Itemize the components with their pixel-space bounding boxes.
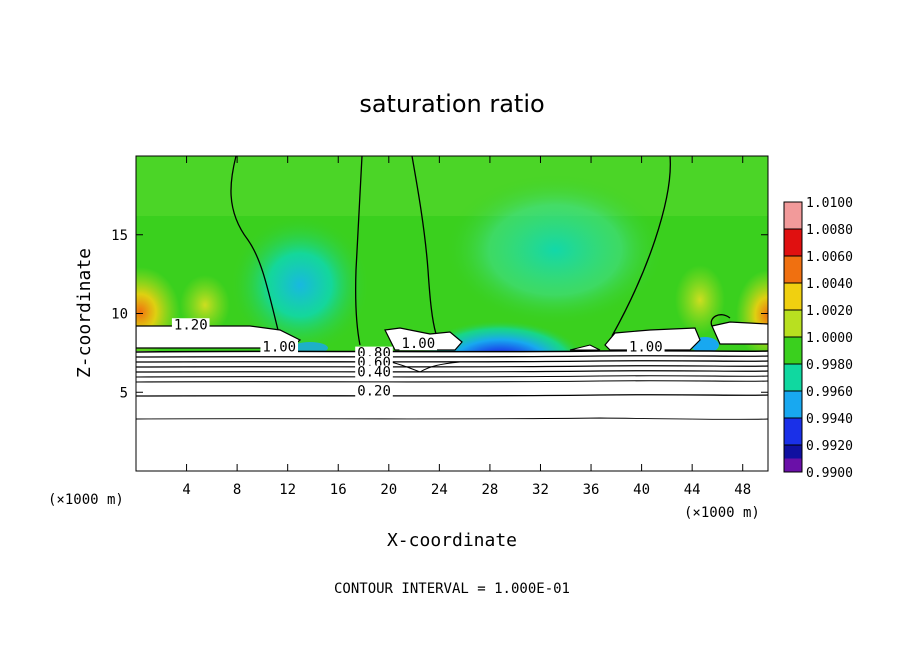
contour-line-h2 <box>136 355 768 358</box>
contour-label: 1.00 <box>629 339 663 355</box>
contour-line-1-d <box>611 156 671 337</box>
contour-label: 0.40 <box>357 365 391 381</box>
contour-line-h8 <box>136 394 768 397</box>
chart-title: saturation ratio <box>359 90 544 118</box>
x-unit-note-right: (×1000 m) <box>684 505 760 521</box>
contour-label: 1.20 <box>174 317 208 333</box>
contour-label: 1.00 <box>262 339 296 355</box>
contour-label-backdrop <box>355 384 393 398</box>
x-tick-label: 20 <box>380 482 397 498</box>
colorbar-level-label: 0.9940 <box>806 412 853 427</box>
x-tick-label: 24 <box>431 482 448 498</box>
cloud-patch-left <box>136 325 302 349</box>
cloud-patch-small <box>569 344 601 351</box>
x-tick-label: 48 <box>734 482 751 498</box>
colorbar-swatch <box>784 256 802 283</box>
x-tick-label: 40 <box>633 482 650 498</box>
contour-line-h3 <box>136 360 768 363</box>
contour-line-h6 <box>136 375 768 378</box>
colorbar-swatch <box>784 391 802 418</box>
colorbar-swatch <box>784 337 802 364</box>
contour-label: 0.20 <box>357 383 391 399</box>
colorbar-level-label: 1.0060 <box>806 250 853 265</box>
colorbar-swatch <box>784 283 802 310</box>
colorbar-swatch <box>784 310 802 337</box>
colorbar-level-label: 0.9960 <box>806 385 853 400</box>
y-axis-ticks: 5 10 15 <box>111 228 768 401</box>
supersat-region-mid-right <box>675 265 725 335</box>
colorbar-level-label: 1.0100 <box>806 196 853 211</box>
contour-line-h4 <box>136 365 768 368</box>
x-tick-label: 4 <box>182 482 190 498</box>
x-tick-label: 12 <box>279 482 296 498</box>
x-axis-label: X-coordinate <box>387 530 517 551</box>
x-tick-label: 44 <box>684 482 701 498</box>
contour-line-1-b <box>354 156 363 346</box>
colorbar-swatch <box>784 418 802 445</box>
colorbar-level-label: 1.0020 <box>806 304 853 319</box>
colorbar-level-label: 0.9900 <box>806 466 853 481</box>
moist-deficit-region-2 <box>445 175 665 325</box>
colorbar-level-label: 1.0040 <box>806 277 853 292</box>
contour-line-1-e <box>710 314 731 327</box>
contour-label-backdrop <box>355 365 393 379</box>
y-tick-label: 5 <box>120 385 128 401</box>
field-lower-domain <box>136 351 768 471</box>
colorbar-swatch-bottom <box>784 458 802 472</box>
contour-label-backdrop <box>399 337 438 351</box>
contour-line-wiggle <box>379 359 461 373</box>
colorbar-level-label: 1.0080 <box>806 223 853 238</box>
plot-area <box>136 156 768 471</box>
colorbar: 1.0100 1.0080 1.0060 1.0040 1.0020 1.0000 0.99… <box>783 196 853 481</box>
y-tick-label: 15 <box>111 228 128 244</box>
y-axis-label: Z-coordinate <box>74 248 95 378</box>
field-upper-band <box>136 156 768 216</box>
colorbar-level-label: 1.0000 <box>806 331 853 346</box>
x-axis-ticks: 4 8 12 16 20 24 28 32 36 40 44 48 <box>182 156 751 498</box>
colorbar-swatch <box>784 364 802 391</box>
contour-line-1-c <box>411 156 437 335</box>
x-tick-label: 32 <box>532 482 549 498</box>
x-tick-label: 8 <box>233 482 241 498</box>
contour-interval-note: CONTOUR INTERVAL = 1.000E-01 <box>334 581 570 597</box>
contour-line-h9 <box>136 417 768 420</box>
colorbar-swatch <box>784 202 802 229</box>
cloud-patch-right-2 <box>711 321 768 345</box>
contour-labels: 1.00 1.00 1.001.200.800.600.400.20 <box>171 317 665 399</box>
x-tick-label: 16 <box>330 482 347 498</box>
contour-line-h1 <box>136 349 768 353</box>
moist-deficit-region-1 <box>230 215 370 355</box>
x-unit-note-left: (×1000 m) <box>48 492 124 508</box>
x-tick-label: 36 <box>583 482 600 498</box>
colorbar-level-label: 0.9980 <box>806 358 853 373</box>
y-tick-label: 10 <box>111 307 128 323</box>
contour-label: 1.00 <box>401 336 435 352</box>
contour-line-h5 <box>136 370 768 373</box>
contour-line-1-a <box>230 156 279 331</box>
contour-label-backdrop <box>260 340 298 354</box>
contour-label-backdrop <box>626 340 665 354</box>
colorbar-swatch <box>784 229 802 256</box>
x-tick-label: 28 <box>481 482 498 498</box>
contour-line-h7 <box>136 380 768 383</box>
colorbar-level-label: 0.9920 <box>806 439 853 454</box>
contour-label-backdrop <box>171 318 210 332</box>
